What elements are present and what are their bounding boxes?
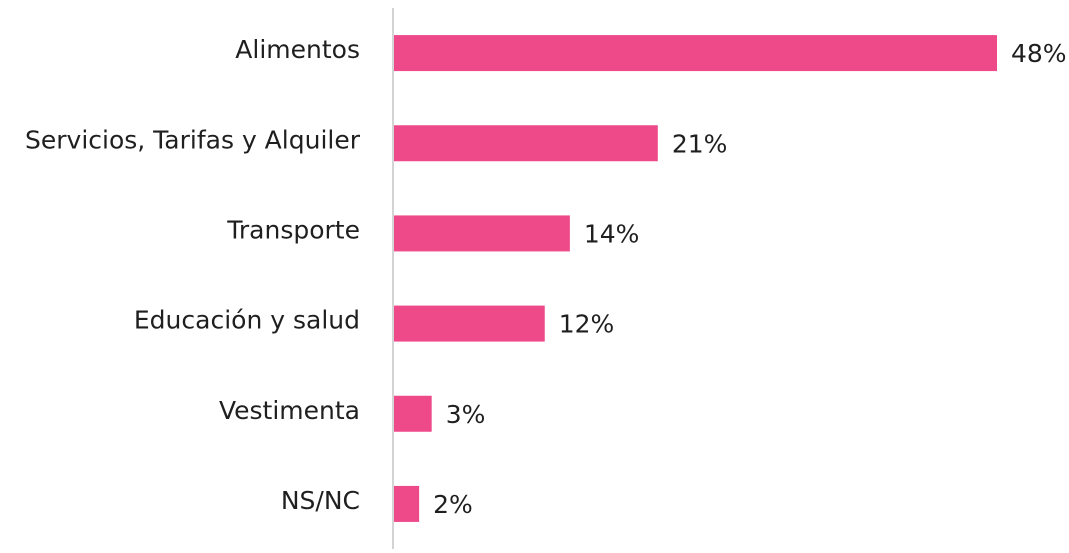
category-label: NS/NC [281, 486, 360, 515]
value-label: 3% [446, 400, 486, 429]
value-label: 48% [1011, 39, 1067, 68]
category-label: Vestimenta [219, 396, 360, 425]
category-label: Alimentos [235, 35, 360, 64]
bar [394, 395, 432, 432]
category-label: Transporte [226, 215, 360, 244]
category-label: Servicios, Tarifas y Alquiler [25, 125, 361, 154]
bar [394, 215, 570, 252]
bar [394, 125, 658, 162]
value-label: 2% [433, 490, 473, 519]
bar [394, 35, 997, 72]
bar [394, 305, 545, 342]
category-label: Educación y salud [134, 306, 360, 335]
bar [394, 485, 420, 522]
value-label: 14% [584, 219, 640, 248]
value-label: 21% [672, 129, 728, 158]
value-label: 12% [559, 310, 615, 339]
